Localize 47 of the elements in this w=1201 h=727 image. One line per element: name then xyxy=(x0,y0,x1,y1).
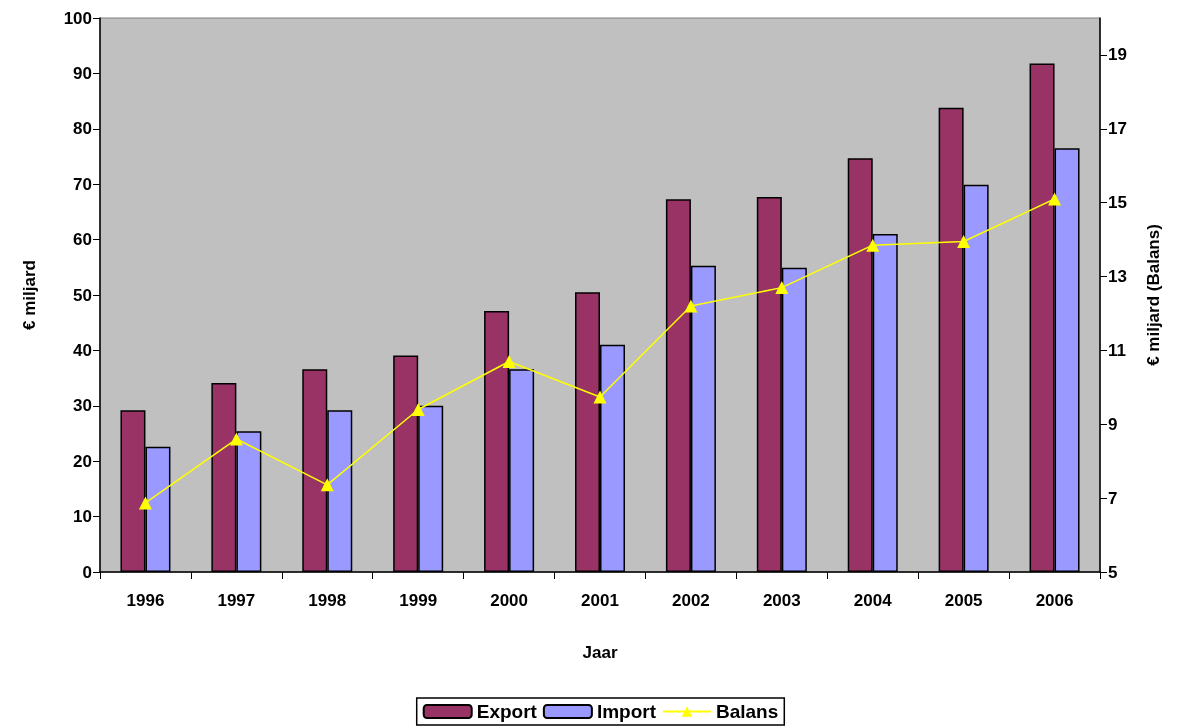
point xyxy=(684,299,698,313)
y-tick-label: 100 xyxy=(63,8,92,28)
x-tick-label: 2005 xyxy=(944,591,983,610)
legend-label: Balans xyxy=(715,701,779,722)
y2-tick-label: 7 xyxy=(1108,488,1118,508)
point xyxy=(775,281,789,295)
point xyxy=(411,402,425,416)
point xyxy=(320,478,334,492)
x-tick-label: 2001 xyxy=(581,591,619,610)
y2-tick-label: 19 xyxy=(1108,45,1127,65)
y-tick-label: 30 xyxy=(73,396,92,416)
x-tick-label: 2006 xyxy=(1035,591,1074,610)
y2-tick-label: 15 xyxy=(1108,193,1127,213)
y2-tick-label: 17 xyxy=(1108,119,1127,139)
y-tick-label: 0 xyxy=(82,562,92,582)
point xyxy=(138,496,152,510)
x-tick-label: 1999 xyxy=(399,591,438,610)
y-tick-label: 90 xyxy=(73,63,92,83)
y2-tick-label: 5 xyxy=(1108,562,1118,582)
y-axis-title: € miljard xyxy=(20,260,39,330)
legend-label: Import xyxy=(596,701,657,722)
point xyxy=(593,390,607,404)
x-tick-label: 1998 xyxy=(308,591,347,610)
y-tick-label: 20 xyxy=(73,451,92,471)
y-tick-label: 50 xyxy=(73,285,92,305)
x-axis-title: Jaar xyxy=(582,643,618,662)
point xyxy=(229,432,243,446)
y2-axis-title: € miljard (Balans) xyxy=(1144,224,1163,366)
point xyxy=(502,354,516,368)
y-tick-label: 10 xyxy=(73,507,92,527)
x-tick-label: 2002 xyxy=(672,591,710,610)
y-tick-label: 80 xyxy=(73,119,92,139)
point xyxy=(957,234,971,248)
x-tick-label: 2004 xyxy=(853,591,893,610)
y-tick-label: 70 xyxy=(73,174,92,194)
y-tick-label: 60 xyxy=(73,230,92,250)
point xyxy=(866,238,880,252)
y-tick-label: 40 xyxy=(73,340,92,360)
x-tick-label: 1996 xyxy=(126,591,165,610)
y2-tick-label: 11 xyxy=(1108,340,1126,360)
point xyxy=(1048,192,1062,206)
y2-tick-label: 9 xyxy=(1108,414,1118,434)
x-tick-label: 1997 xyxy=(217,591,256,610)
y2-tick-label: 13 xyxy=(1108,267,1127,287)
legend-label: Export xyxy=(476,701,538,722)
x-tick-label: 2000 xyxy=(490,591,529,610)
x-tick-label: 2003 xyxy=(762,591,801,610)
